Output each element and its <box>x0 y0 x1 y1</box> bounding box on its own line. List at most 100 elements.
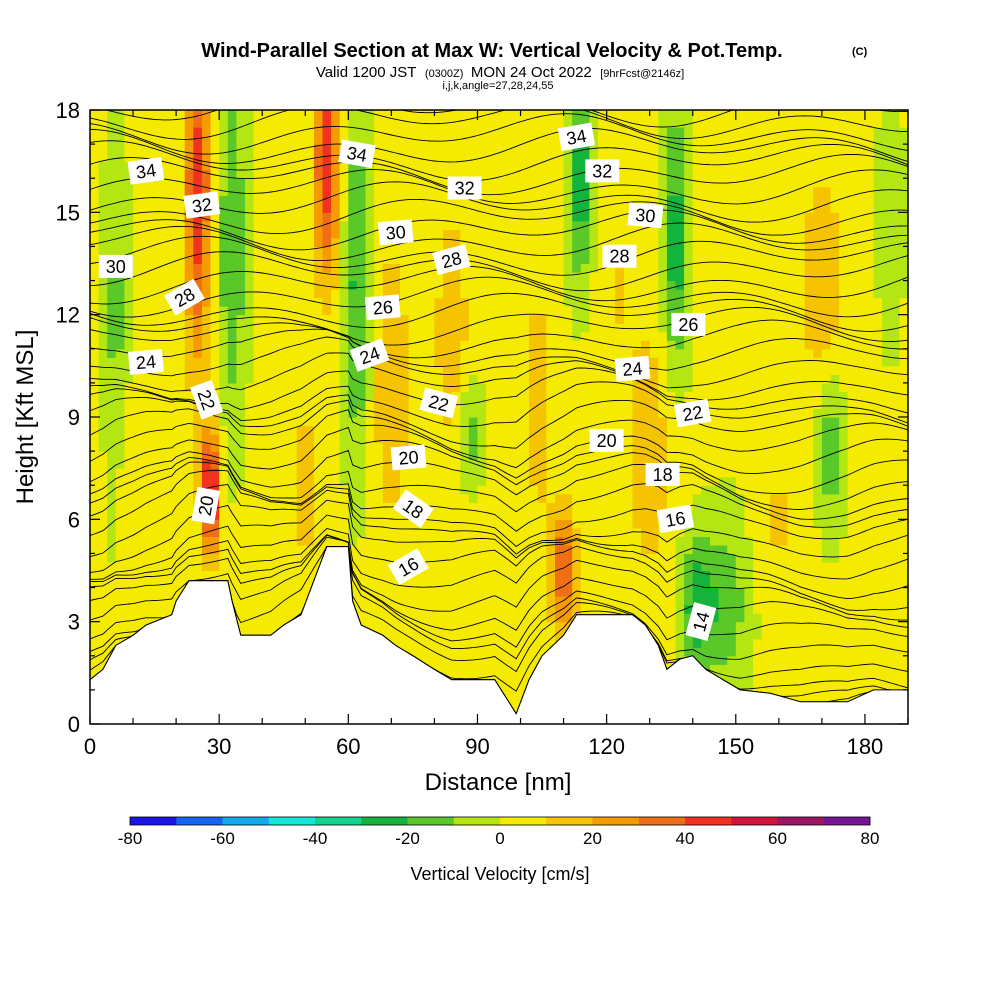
field-cell <box>322 203 332 213</box>
field-cell <box>503 399 513 409</box>
field-cell <box>210 562 220 572</box>
field-cell <box>253 596 263 606</box>
field-cell <box>245 562 255 572</box>
field-cell <box>348 340 358 350</box>
field-cell <box>115 587 125 597</box>
field-cell <box>210 135 220 145</box>
field-cell <box>658 570 668 580</box>
field-cell <box>666 630 677 640</box>
field-cell <box>245 348 255 358</box>
field-cell <box>520 596 530 606</box>
field-cell <box>98 613 108 623</box>
field-cell <box>167 408 177 418</box>
field-cell <box>115 331 125 341</box>
field-cell <box>210 434 220 444</box>
field-cell <box>468 417 479 427</box>
field-cell <box>580 459 590 469</box>
field-cell <box>236 178 246 188</box>
field-cell <box>529 297 539 307</box>
field-cell <box>279 374 289 384</box>
field-cell <box>598 408 608 418</box>
field-cell <box>253 212 263 222</box>
field-cell <box>158 417 169 427</box>
field-cell <box>253 382 263 392</box>
field-cell <box>219 562 229 572</box>
field-cell <box>468 272 479 282</box>
field-cell <box>193 519 203 529</box>
field-cell <box>546 331 556 341</box>
field-cell <box>158 135 169 145</box>
field-cell <box>176 118 186 128</box>
field-cell <box>529 382 539 392</box>
field-cell <box>580 220 590 230</box>
field-cell <box>158 306 169 316</box>
field-cell <box>313 502 324 512</box>
field-cell <box>141 195 151 205</box>
field-cell <box>425 587 435 597</box>
field-cell <box>227 527 237 537</box>
field-cell <box>494 408 504 418</box>
field-cell <box>580 118 590 128</box>
field-cell <box>615 237 625 247</box>
field-cell <box>555 630 565 640</box>
field-cell <box>460 365 470 375</box>
field-cell <box>563 348 573 358</box>
field-cell <box>141 399 151 409</box>
field-cell <box>460 476 470 486</box>
field-cell <box>503 519 513 529</box>
field-cell <box>623 425 634 435</box>
field-cell <box>115 297 125 307</box>
field-cell <box>503 237 513 247</box>
field-cell <box>615 493 625 503</box>
field-cell <box>313 195 324 205</box>
field-cell <box>331 135 341 145</box>
field-cell <box>649 442 659 452</box>
field-cell <box>253 425 263 435</box>
field-cell <box>288 596 298 606</box>
field-cell <box>288 340 298 350</box>
field-cell <box>193 365 203 375</box>
field-cell <box>219 451 229 461</box>
field-cell <box>623 340 634 350</box>
field-cell <box>666 152 677 162</box>
field-cell <box>572 382 582 392</box>
field-cell <box>408 399 418 409</box>
field-cell <box>356 442 367 452</box>
field-cell <box>511 536 522 546</box>
field-cell <box>279 186 289 196</box>
field-cell <box>477 621 487 631</box>
field-cell <box>98 570 108 580</box>
field-cell <box>150 451 160 461</box>
field-cell <box>98 604 108 614</box>
field-cell <box>124 442 134 452</box>
field-cell <box>451 425 461 435</box>
field-cell <box>589 485 599 495</box>
field-cell <box>486 544 496 554</box>
field-cell <box>150 527 160 537</box>
field-cell <box>434 382 444 392</box>
field-cell <box>477 434 487 444</box>
field-cell <box>486 502 496 512</box>
field-cell <box>374 135 384 145</box>
field-cell <box>90 587 100 597</box>
field-cell <box>339 297 349 307</box>
field-cell <box>641 229 651 239</box>
field-cell <box>666 579 677 589</box>
field-cell <box>563 382 573 392</box>
field-cell <box>322 476 332 486</box>
field-cell <box>90 255 100 265</box>
field-cell <box>632 280 642 290</box>
field-cell <box>219 203 229 213</box>
field-cell <box>227 152 237 162</box>
field-cell <box>434 195 444 205</box>
field-cell <box>107 357 117 367</box>
field-cell <box>408 519 418 529</box>
field-cell <box>391 434 401 444</box>
field-cell <box>511 135 522 145</box>
field-cell <box>649 255 659 265</box>
field-cell <box>374 331 384 341</box>
field-cell <box>356 587 367 597</box>
field-cell <box>236 152 246 162</box>
field-cell <box>615 468 625 478</box>
field-cell <box>331 152 341 162</box>
